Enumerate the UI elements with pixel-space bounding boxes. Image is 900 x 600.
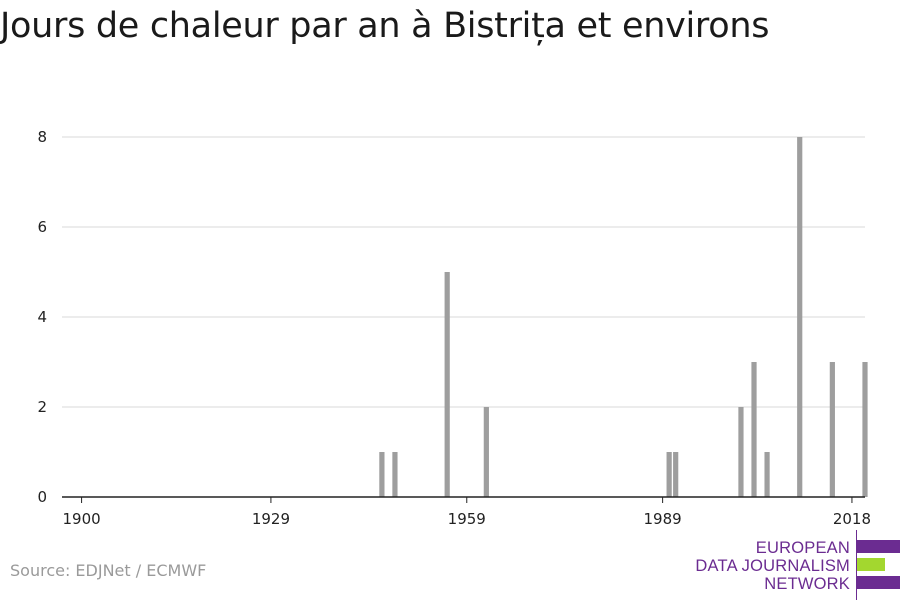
- x-tick-label-1989: 1989: [644, 510, 682, 528]
- y-tick-label-6: 6: [37, 218, 47, 236]
- chart-title: Jours de chaleur par an à Bistrița et en…: [0, 6, 770, 46]
- bar-2005: [764, 452, 770, 497]
- logo-bar-middle: [857, 558, 885, 571]
- logo-divider: [856, 530, 857, 600]
- logo-line-european: EUROPEAN: [755, 539, 850, 557]
- bar-1948: [392, 452, 398, 497]
- logo-bar-bottom: [857, 576, 900, 589]
- logo-line-network: NETWORK: [764, 575, 850, 593]
- bar-1962: [483, 407, 489, 497]
- gridlines: [62, 136, 865, 408]
- bar-2003: [751, 362, 757, 497]
- bar-2015: [829, 362, 835, 497]
- x-tick-label-1959: 1959: [448, 510, 486, 528]
- logo-line-data-journalism: DATA JOURNALISM: [695, 557, 850, 575]
- source-note: Source: EDJNet / ECMWF: [10, 561, 207, 580]
- y-tick-label-4: 4: [37, 308, 47, 326]
- y-tick-label-2: 2: [37, 398, 47, 416]
- x-tick-label-2018: 2018: [833, 510, 871, 528]
- x-tick-label-1900: 1900: [62, 510, 100, 528]
- edjnet-logo: EUROPEAN DATA JOURNALISM NETWORK: [695, 530, 900, 600]
- bar-1956: [444, 272, 450, 497]
- bar-2010: [797, 137, 803, 497]
- y-tick-label-8: 8: [37, 128, 47, 146]
- x-axis-labels: 1900 1929 1959 1989 2018: [62, 510, 871, 528]
- y-tick-label-0: 0: [37, 488, 47, 506]
- bar-2020: [862, 362, 868, 497]
- x-tick-label-1929: 1929: [252, 510, 290, 528]
- axes: [62, 496, 865, 503]
- y-axis-labels: 0 2 4 6 8: [37, 128, 47, 506]
- bar-1991: [673, 452, 679, 497]
- bars: [379, 137, 868, 497]
- bar-1946: [379, 452, 385, 497]
- bar-2001: [738, 407, 744, 497]
- logo-bar-top: [857, 540, 900, 553]
- bar-1990: [666, 452, 672, 497]
